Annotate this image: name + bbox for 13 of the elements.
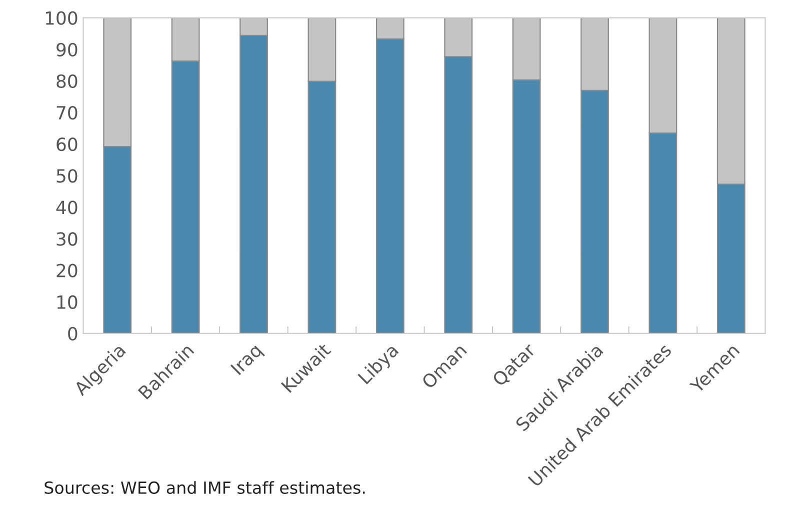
y-tick-label: 20 xyxy=(56,264,78,278)
x-tick-label: Iraq xyxy=(230,343,265,378)
y-tick-label: 60 xyxy=(56,138,78,152)
y-tick-label: 80 xyxy=(56,74,78,88)
y-tick-label: 10 xyxy=(57,295,78,309)
y-tick-label: 90 xyxy=(56,42,78,56)
y-tick-label: 100 xyxy=(46,11,78,25)
y-tick-label: 30 xyxy=(56,232,78,246)
y-tick-label: 50 xyxy=(56,169,78,183)
y-tick-label: 0 xyxy=(68,326,78,341)
source-note: Sources: WEO and IMF staff estimates. xyxy=(44,481,365,494)
y-tick-label: 40 xyxy=(56,200,78,214)
y-tick-label: 70 xyxy=(56,106,78,120)
